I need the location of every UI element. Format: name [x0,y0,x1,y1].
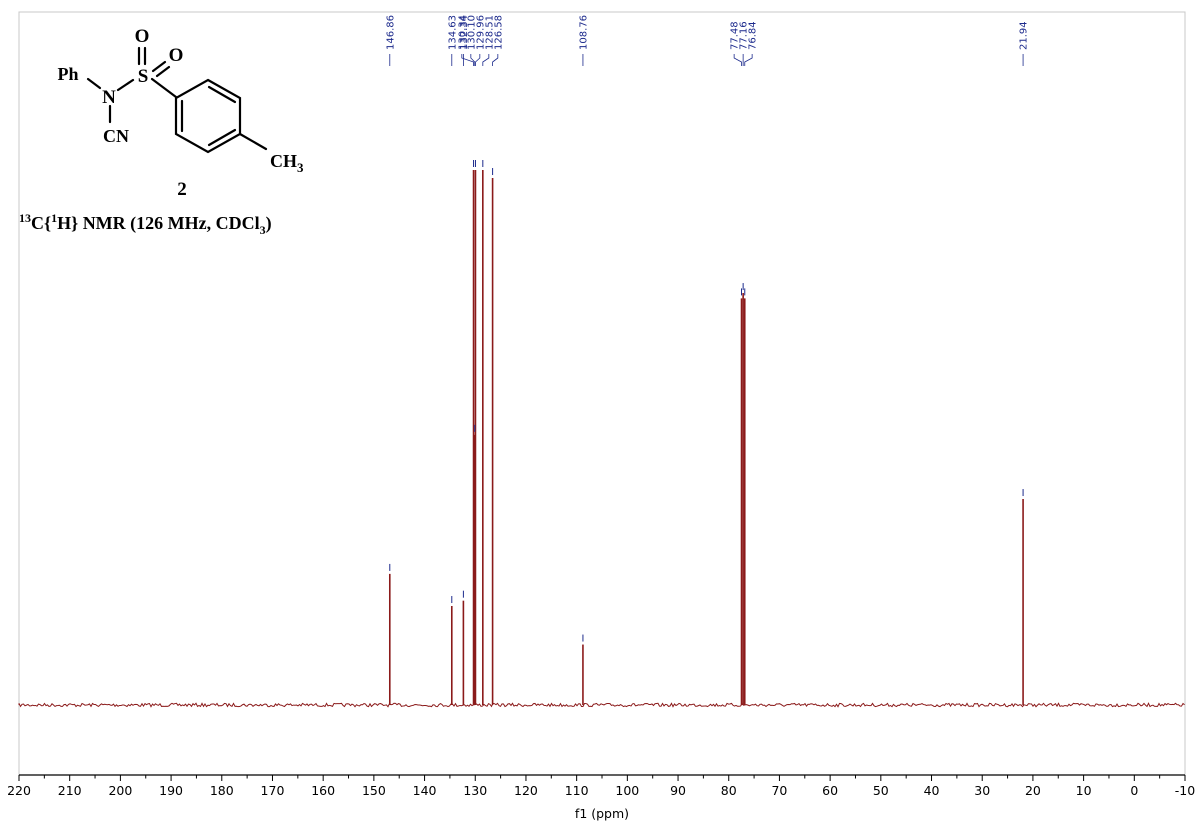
peak-labels: 146.86 134.63 132.34130.34130.10129.96128.… [385,15,1030,66]
x-axis-label: f1 (ppm) [575,806,629,821]
x-tick-label: 90 [670,783,686,798]
peak-label: 128.51 [484,15,495,50]
benzene-double-bond-2 [207,85,237,104]
x-tick-label: 60 [822,783,838,798]
peak-label-leader [744,54,753,66]
x-tick-label: 110 [565,783,589,798]
molecule-bonds [86,46,268,154]
atom-ph: Ph [57,64,78,84]
peak-label: 130.10 [466,15,477,50]
compound-number: 2 [177,179,187,200]
spectrum-peaks [388,170,1024,705]
x-tick-label: 170 [261,783,285,798]
peak-label: 77.48 [730,21,741,50]
peak-label-leader [733,54,742,66]
x-tick-label: 220 [7,783,31,798]
peak-label: 130.34 [457,15,468,50]
peak-label: 21.94 [1019,21,1030,50]
peak-label: 129.96 [475,15,486,50]
x-tick-label: 30 [974,783,990,798]
x-axis: 220 210 200 190 180 170 160 150 140 130 120 110 100 9… [7,774,1195,798]
peak-label: 108.76 [578,15,589,50]
x-tick-label: 140 [413,783,437,798]
peak-label: 146.86 [385,15,396,50]
x-tick-label: 120 [514,783,538,798]
bond-s-o-right-1 [151,60,167,73]
x-tick-label: 100 [615,783,639,798]
x-tick-label: 130 [463,783,487,798]
plot-frame [18,11,1186,776]
x-tick-label: 190 [159,783,183,798]
x-tick-label: 150 [362,783,386,798]
x-tick-label: 200 [108,783,132,798]
atom-cn: CN [103,126,129,146]
x-tick-label: 50 [873,783,889,798]
x-tick-label: 210 [58,783,82,798]
peak-label-leader [482,54,490,66]
atom-s: S [138,66,149,87]
molecule-structure: O O S Ph N CN CH3 2 [57,26,304,200]
peak-label: 76.84 [748,21,759,50]
x-tick-label: 10 [1076,783,1092,798]
bond-ring-ch3 [238,132,268,151]
x-tick-label: 80 [721,783,737,798]
benzene-ring [174,78,242,154]
bond-ph-n [86,77,102,90]
x-tick-label: 20 [1025,783,1041,798]
peak-label-leader [492,54,499,66]
peak-label-leader [470,54,476,66]
peak-label-leader [461,54,474,66]
bond-n-s [116,78,135,92]
x-tick-label: 70 [771,783,787,798]
peak-label: 126.58 [493,15,504,50]
peak-label: 77.16 [739,21,750,50]
ch3-subscript: 3 [297,160,304,175]
nmr-title: 13C{1H} NMR (126 MHz, CDCl3) [19,211,272,237]
peak-markers [389,160,1024,642]
x-tick-label: 180 [210,783,234,798]
x-tick-label: 0 [1130,783,1138,798]
atom-n: N [102,87,116,108]
x-tick-label: 160 [311,783,335,798]
x-tick-label: -10 [1175,783,1195,798]
spectrum-baseline-noise [18,702,1185,708]
bond-s-o-right-2 [155,65,171,78]
x-tick-label: 40 [924,783,940,798]
bond-s-ring [150,77,178,99]
peak-label: 132.34 [459,15,470,50]
atom-o-top: O [135,26,150,47]
peak-label-leader [475,54,481,66]
atom-ch3: CH3 [270,151,304,175]
peak-label: 134.63 [447,15,458,50]
benzene-double-bond-3 [207,128,237,147]
atom-o-right: O [169,45,184,66]
